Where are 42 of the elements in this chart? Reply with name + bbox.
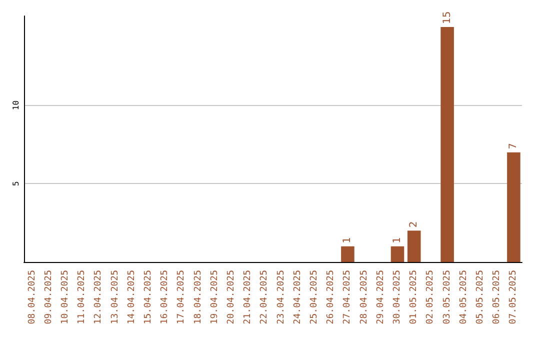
x-tick-label: 04.05.2025 xyxy=(458,270,469,324)
x-tick-label: 07.05.2025 xyxy=(508,270,519,324)
x-tick-label: 15.04.2025 xyxy=(144,270,154,324)
x-tick-label: 19.04.2025 xyxy=(210,270,220,324)
x-tick-label: 22.04.2025 xyxy=(260,270,270,324)
bar xyxy=(341,246,354,262)
x-tick-label: 11.04.2025 xyxy=(77,270,88,324)
x-tick-label: 20.04.2025 xyxy=(226,270,236,324)
data-label: 2 xyxy=(408,221,420,228)
data-label: 7 xyxy=(508,142,520,150)
data-label: 1 xyxy=(392,236,403,244)
bar xyxy=(440,26,454,262)
x-tick-label: 29.04.2025 xyxy=(376,270,386,324)
x-tick-label: 02.05.2025 xyxy=(426,270,436,324)
x-tick-label: 12.04.2025 xyxy=(94,270,104,324)
bar xyxy=(390,246,404,262)
x-tick-label: 06.05.2025 xyxy=(492,270,502,324)
x-tick-label: 21.04.2025 xyxy=(243,270,254,324)
x-tick-label: 28.04.2025 xyxy=(359,270,370,324)
data-label: 1 xyxy=(342,236,354,244)
x-tick-label: 10.04.2025 xyxy=(60,270,70,324)
x-tick-label: 16.04.2025 xyxy=(160,270,170,324)
bar xyxy=(407,230,421,262)
x-tick-label: 26.04.2025 xyxy=(326,270,336,324)
x-tick-label: 05.05.2025 xyxy=(476,270,486,324)
x-tick-label: 27.04.2025 xyxy=(342,270,353,324)
bar xyxy=(507,152,520,262)
x-tick-label: 24.04.2025 xyxy=(292,270,303,324)
x-tick-label: 13.04.2025 xyxy=(110,270,120,324)
x-tick-label: 09.04.2025 xyxy=(44,270,54,324)
y-tick-label: 10 xyxy=(12,100,20,110)
x-tick-label: 18.04.2025 xyxy=(193,270,204,324)
y-tick-label: 5 xyxy=(12,181,20,186)
x-tick-label: 30.04.2025 xyxy=(392,270,402,324)
x-tick-label: 23.04.2025 xyxy=(276,270,286,324)
x-tick-label: 01.05.2025 xyxy=(409,270,420,324)
x-tick-label: 03.05.2025 xyxy=(442,270,452,324)
data-label: 15 xyxy=(442,11,453,24)
x-tick-label: 14.04.2025 xyxy=(126,270,137,324)
x-tick-label: 25.04.2025 xyxy=(310,270,320,324)
x-tick-label: 08.04.2025 xyxy=(27,270,38,324)
x-tick-label: 17.04.2025 xyxy=(176,270,187,324)
